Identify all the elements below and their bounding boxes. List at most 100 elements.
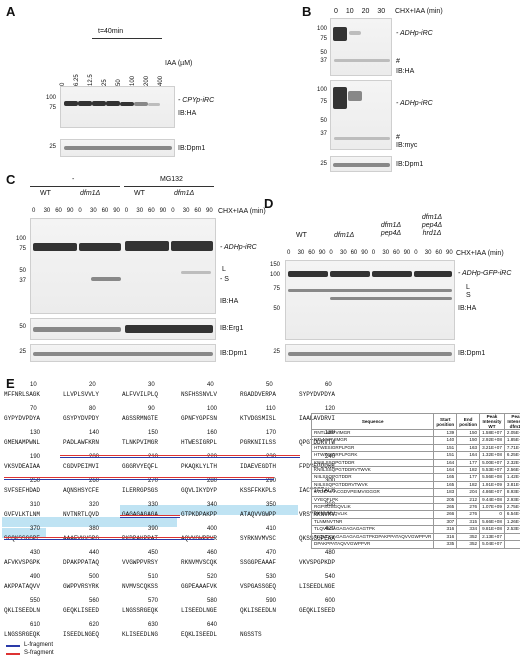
panel-e-l-fragment-line	[120, 517, 180, 518]
table-cell: 6.54E+08	[503, 510, 520, 519]
panel-d-time: 0	[371, 250, 376, 256]
table-cell: NIILSSQPGTDDRVTWVK	[310, 480, 435, 490]
panel-a-letter: A	[6, 4, 16, 19]
sequence-position: 370	[30, 526, 41, 532]
sequence-block: GAGAGAGAGA	[122, 511, 158, 518]
sequence-position: 110	[266, 406, 276, 412]
sequence-position: 80	[89, 406, 96, 412]
table-cell: 2.32E+07	[503, 458, 520, 468]
panel-d-band	[372, 271, 412, 277]
panel-c-time: 60	[148, 208, 155, 214]
sequence-position: 390	[148, 526, 159, 532]
panel-d-time: 90	[361, 250, 368, 256]
panel-c-time: 30	[182, 208, 190, 214]
panel-c-band-label: - ADHp-iRC	[220, 244, 257, 251]
sequence-position: 630	[148, 622, 159, 628]
table-cell: 1.42E+09	[503, 473, 520, 482]
panel-c-group-mg132: MG132	[160, 176, 183, 183]
table-cell: HTWESIGRPLPGR	[310, 443, 435, 453]
panel-b-time: 20	[361, 8, 370, 15]
panel-a-mw-100: 100	[45, 95, 56, 101]
panel-b-band	[333, 87, 347, 109]
sequence-position: 490	[30, 574, 41, 580]
panel-a-mw-25: 25	[49, 144, 56, 150]
panel-d-time: 60	[393, 250, 400, 256]
sequence-block: VSPGASSGEQ	[240, 583, 277, 590]
sequence-position: 10	[30, 382, 37, 388]
panel-a-concentration: 25	[102, 79, 108, 86]
panel-c-blot-ha	[30, 218, 216, 314]
panel-a-band	[92, 101, 106, 106]
table-row: SVDEAIAACGDVPEIMVIGGGR 183 204 4.86E+07 8.93…	[310, 488, 520, 497]
sequence-block: ATAQVVGWPP	[240, 511, 277, 518]
panel-b-ib-ha: IB:HA	[396, 68, 415, 75]
sequence-block: IDAEVEGDTH	[240, 463, 277, 470]
panel-c-group-minus: -	[72, 176, 75, 183]
sequence-position: 640	[207, 622, 218, 628]
panel-c-time: 60	[194, 208, 202, 214]
table-cell: 5.04E+07	[479, 540, 505, 549]
panel-a-band	[120, 102, 134, 106]
panel-c-time: 30	[136, 208, 144, 214]
panel-a-band	[78, 101, 92, 106]
sequence-position: 250	[30, 478, 41, 484]
panel-a-concentration: 400	[158, 75, 164, 86]
panel-d-mw: 75	[273, 286, 280, 292]
panel-d-mw: 25	[273, 349, 280, 355]
table-cell: TLQVDGAGAGAGAGAGTPK	[310, 525, 435, 534]
table-header: Peak Intensity dfm1Δ	[503, 413, 520, 430]
sequence-block: TLNKPVIMGR	[122, 439, 159, 446]
table-cell: 276	[456, 503, 481, 512]
sequence-block: RGADDVERPA	[240, 391, 277, 398]
sequence-block: PKAQKLYLTH	[181, 463, 218, 470]
panel-e-legend-s-swatch	[6, 653, 20, 655]
table-cell: 2.92E+08	[479, 436, 505, 445]
table-cell: 315	[456, 517, 481, 527]
panel-b-band	[333, 27, 347, 41]
table-cell: 307	[433, 517, 458, 527]
table-cell: 177	[456, 473, 481, 482]
sequence-position: 580	[207, 598, 218, 604]
sequence-block: KTVDGSMISL	[240, 415, 277, 422]
panel-e-legend-l-swatch	[6, 645, 20, 647]
panel-c-group-bar-2	[124, 186, 214, 187]
table-cell: TLNMNVTNR	[310, 517, 435, 527]
sequence-position: 470	[266, 550, 277, 556]
panel-d-time: 90	[446, 250, 453, 256]
table-cell: 8.93E+07	[503, 488, 520, 497]
table-cell: 150	[456, 428, 481, 438]
table-cell: 335	[433, 540, 458, 549]
table-cell: 165	[433, 473, 458, 482]
table-cell: 151	[433, 443, 458, 453]
sequence-position: 400	[207, 526, 218, 532]
panel-d-time: 90	[318, 250, 326, 256]
sequence-position: 610	[30, 622, 41, 628]
sequence-position: 590	[266, 598, 277, 604]
sequence-block: LISEEDLNGE	[181, 607, 218, 614]
sequence-position: 560	[89, 598, 100, 604]
panel-b-mw: 50	[320, 118, 327, 124]
sequence-position: 620	[89, 622, 100, 628]
sequence-block: LNGSSRGEQK	[4, 631, 41, 638]
sequence-block: KLISEEDLNG	[122, 631, 159, 638]
panel-e-legend-s: S-fragment	[24, 650, 54, 656]
panel-d-time: 30	[424, 250, 432, 256]
table-cell: 150	[456, 436, 481, 445]
table-cell: RGPSGSGQVLIK	[310, 503, 435, 512]
sequence-position: 480	[325, 550, 336, 556]
table-cell: 2.05E+07	[503, 428, 520, 438]
sequence-position: 50	[266, 382, 273, 388]
panel-c-ib-ha: IB:HA	[220, 298, 239, 305]
panel-b-mw: 75	[320, 36, 327, 42]
panel-b-mw: 75	[320, 99, 327, 105]
sequence-block: VKSVDEAIAA	[4, 463, 41, 470]
table-header: Peak Intensity WT	[479, 413, 505, 430]
panel-a-concentration: 12.5	[88, 74, 94, 86]
sequence-position: 460	[207, 550, 218, 556]
table-row: TLQVDGAGAGAGAGAGTPK3163349.81E+082.53E+0…	[310, 525, 520, 534]
panel-a-blot-ha	[60, 86, 175, 128]
panel-a-band	[134, 102, 148, 106]
panel-b-time: 30	[377, 8, 386, 15]
